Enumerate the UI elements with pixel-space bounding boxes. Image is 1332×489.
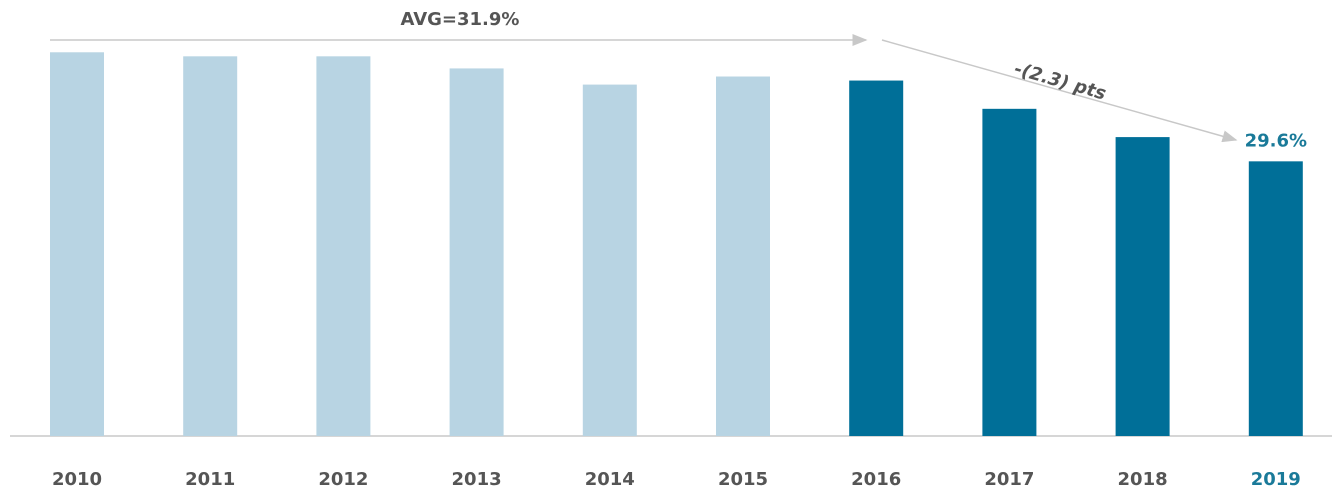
bar [716,76,770,437]
bar [183,56,238,437]
x-tick-label: 2015 [718,469,768,489]
change-annotation: -(2.3) pts [1012,58,1109,104]
x-tick-label: 2011 [185,469,235,489]
bar [982,108,1037,436]
bar [449,68,504,437]
avg-annotation: AVG=31.9% [401,9,520,30]
bar [1248,161,1303,437]
x-tick-label: 2019 [1251,469,1301,489]
x-tick-label: 2010 [52,469,102,489]
bar [316,56,371,437]
bar [1115,137,1170,437]
trend-arrow [881,39,1238,143]
x-tick-label: 2016 [851,469,901,489]
x-tick-label: 2013 [452,469,502,489]
bar [582,84,637,437]
x-tick-label: 2012 [318,469,368,489]
x-tick-label: 2017 [984,469,1034,489]
x-tick-label: 2018 [1118,469,1168,489]
bar [849,80,904,437]
x-tick-label: 2014 [585,469,635,489]
bar [50,52,104,437]
value-label: 29.6% [1245,130,1307,151]
